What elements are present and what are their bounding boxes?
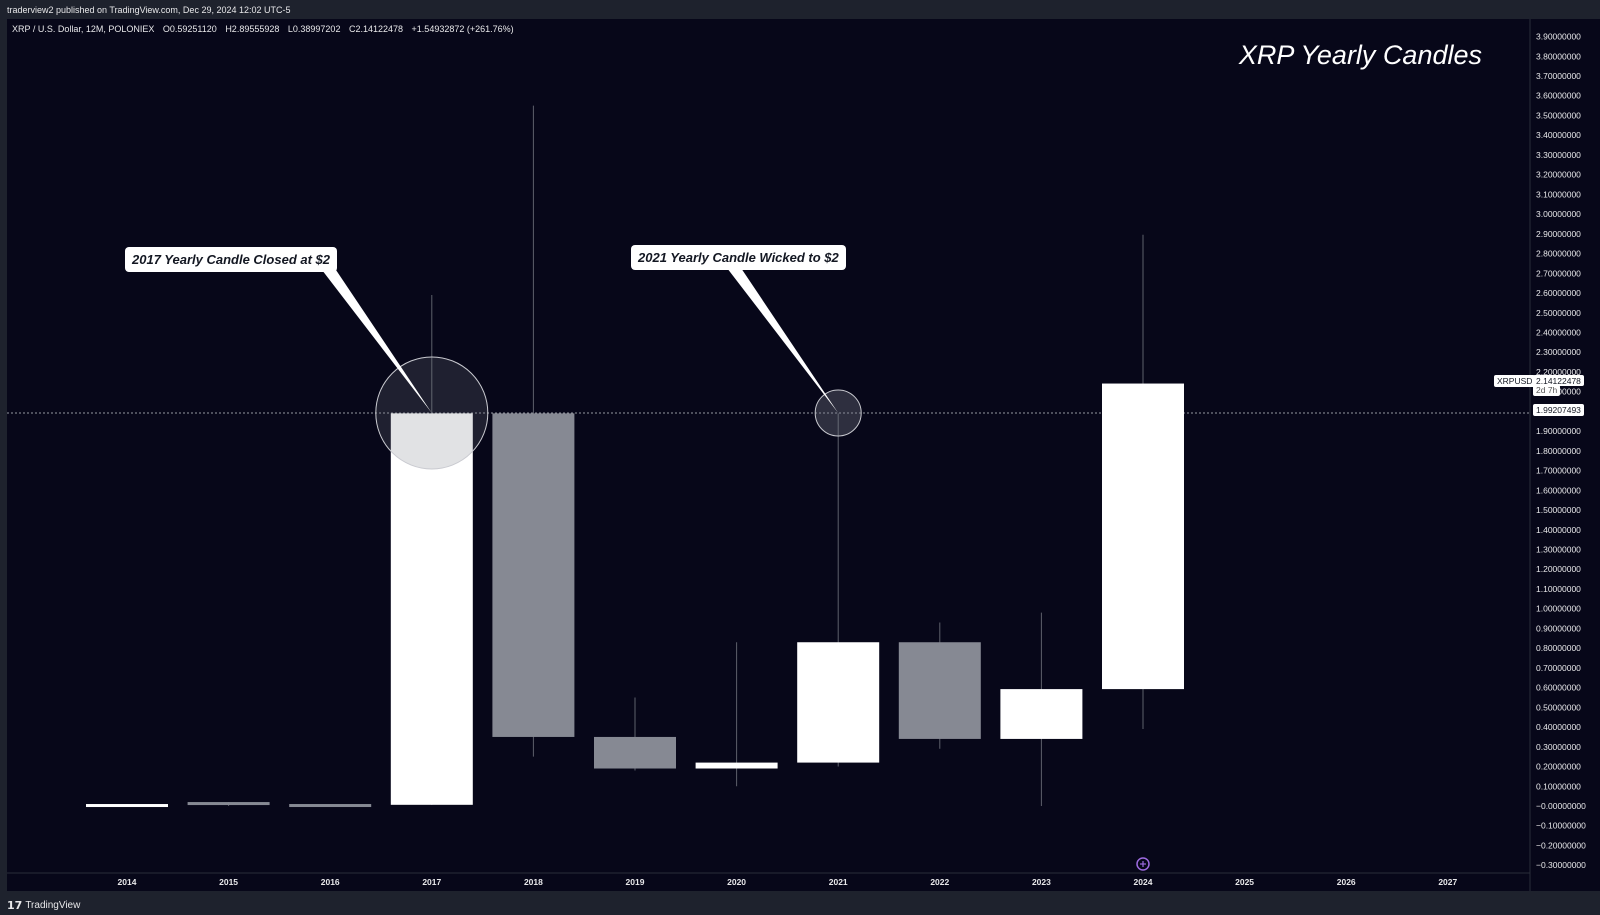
- candle-body-2018: [492, 413, 575, 737]
- y-tick-label: 0.70000000: [1536, 663, 1581, 673]
- x-tick-label: 2022: [930, 877, 949, 887]
- y-tick-label: 1.40000000: [1536, 525, 1581, 535]
- y-tick-label: 3.30000000: [1536, 150, 1581, 160]
- y-tick-label: −0.00000000: [1536, 801, 1586, 811]
- y-tick-label: 1.10000000: [1536, 584, 1581, 594]
- x-tick-label: 2016: [321, 877, 340, 887]
- y-tick-label: −0.10000000: [1536, 821, 1586, 831]
- y-tick-label: 1.90000000: [1536, 426, 1581, 436]
- y-tick-label: 0.40000000: [1536, 722, 1581, 732]
- callout-2017-pointer: [322, 270, 432, 413]
- x-tick-label: 2021: [829, 877, 848, 887]
- chart-title: XRP Yearly Candles: [1238, 40, 1482, 70]
- y-tick-label: 2.90000000: [1536, 229, 1581, 239]
- y-tick-label: 0.30000000: [1536, 742, 1581, 752]
- candle-body-2023: [1000, 689, 1083, 739]
- y-tick-label: 3.00000000: [1536, 209, 1581, 219]
- event-marker-icon: [1136, 857, 1150, 871]
- y-tick-label: 3.50000000: [1536, 110, 1581, 120]
- publish-info: traderview2 published on TradingView.com…: [7, 5, 291, 15]
- y-tick-label: 3.20000000: [1536, 170, 1581, 180]
- y-tick-label: 1.50000000: [1536, 505, 1581, 515]
- x-tick-label: 2014: [118, 877, 137, 887]
- y-tick-label: 3.80000000: [1536, 51, 1581, 61]
- y-tick-label: 0.60000000: [1536, 683, 1581, 693]
- last-price-label: 2.14122478: [1533, 375, 1584, 386]
- y-tick-label: −0.20000000: [1536, 840, 1586, 850]
- y-tick-label: 2.30000000: [1536, 347, 1581, 357]
- tradingview-logo-icon: 17: [7, 899, 23, 912]
- x-tick-label: 2025: [1235, 877, 1254, 887]
- y-tick-label: 2.70000000: [1536, 268, 1581, 278]
- y-tick-label: 0.20000000: [1536, 762, 1581, 772]
- candle-body-2017: [390, 413, 473, 805]
- y-tick-label: 3.40000000: [1536, 130, 1581, 140]
- y-tick-label: 0.50000000: [1536, 702, 1581, 712]
- candle-body-2015: [187, 802, 270, 806]
- y-tick-label: 2.40000000: [1536, 327, 1581, 337]
- y-tick-label: 3.90000000: [1536, 32, 1581, 42]
- callout-2017-close[interactable]: 2017 Yearly Candle Closed at $2: [125, 247, 337, 272]
- footer-bar: [0, 891, 1600, 915]
- x-tick-label: 2017: [422, 877, 441, 887]
- y-tick-label: 2.20000000: [1536, 367, 1581, 377]
- legend-change: +1.54932872 (+261.76%): [411, 24, 514, 34]
- y-tick-label: 3.70000000: [1536, 71, 1581, 81]
- candle-body-2022: [898, 642, 981, 739]
- x-tick-label: 2020: [727, 877, 746, 887]
- y-tick-label: 2.50000000: [1536, 308, 1581, 318]
- legend-symbol[interactable]: XRP / U.S. Dollar, 12M, POLONIEX: [12, 24, 155, 34]
- x-tick-label: 2027: [1438, 877, 1457, 887]
- y-tick-label: 2.80000000: [1536, 249, 1581, 259]
- legend-open: O0.59251120: [162, 24, 217, 34]
- candle-body-2016: [289, 804, 372, 808]
- legend-low: L0.38997202: [287, 24, 341, 34]
- y-tick-label: 1.00000000: [1536, 604, 1581, 614]
- candle-body-2020: [695, 762, 778, 769]
- y-tick-label: 0.10000000: [1536, 781, 1581, 791]
- x-tick-label: 2026: [1337, 877, 1356, 887]
- x-tick-label: 2024: [1134, 877, 1153, 887]
- candle-body-2021: [797, 642, 880, 763]
- x-tick-label: 2015: [219, 877, 238, 887]
- x-tick-label: 2018: [524, 877, 543, 887]
- callout-2021-pointer: [727, 268, 839, 413]
- brand-name: TradingView: [25, 900, 81, 911]
- symbol-legend: XRP / U.S. Dollar, 12M, POLONIEX O0.5925…: [12, 24, 520, 34]
- y-tick-label: 3.60000000: [1536, 91, 1581, 101]
- legend-high: H2.89555928: [225, 24, 280, 34]
- crosshair-price-label: 1.99207493: [1533, 404, 1584, 416]
- legend-close: C2.14122478: [348, 24, 404, 34]
- symbol-price-label: XRPUSD: [1494, 375, 1536, 387]
- y-tick-label: 1.60000000: [1536, 485, 1581, 495]
- y-tick-label: 1.30000000: [1536, 545, 1581, 555]
- tradingview-brand[interactable]: 17 TradingView: [7, 899, 80, 912]
- candle-body-2024: [1102, 383, 1184, 690]
- y-tick-label: 1.20000000: [1536, 564, 1581, 574]
- publish-header: traderview2 published on TradingView.com…: [0, 0, 1600, 19]
- x-tick-label: 2023: [1032, 877, 1051, 887]
- y-tick-label: 2.60000000: [1536, 288, 1581, 298]
- bar-countdown-label: 2d 7h: [1533, 385, 1561, 396]
- candle-body-2014: [86, 804, 168, 808]
- callout-2021-wick[interactable]: 2021 Yearly Candle Wicked to $2: [631, 245, 846, 270]
- y-tick-label: 0.90000000: [1536, 623, 1581, 633]
- y-tick-label: 0.80000000: [1536, 643, 1581, 653]
- candle-body-2019: [594, 736, 676, 769]
- y-tick-label: −0.30000000: [1536, 860, 1586, 870]
- y-tick-label: 3.10000000: [1536, 189, 1581, 199]
- x-tick-label: 2019: [626, 877, 645, 887]
- y-tick-label: 1.80000000: [1536, 446, 1581, 456]
- y-tick-label: 1.70000000: [1536, 466, 1581, 476]
